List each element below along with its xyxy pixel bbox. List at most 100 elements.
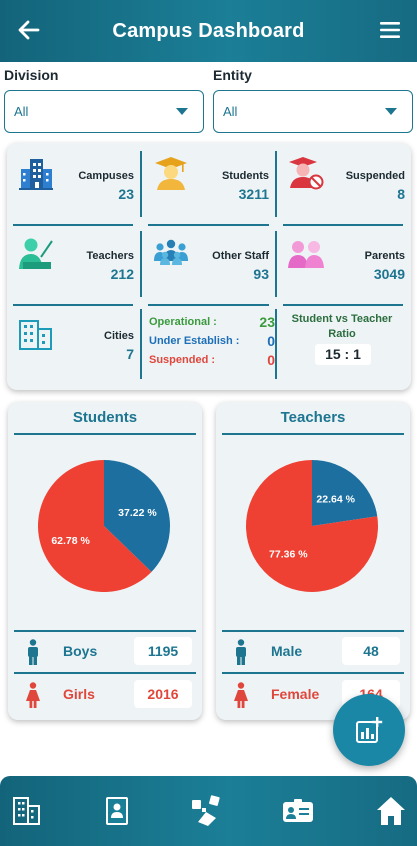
stat-other-staff: Other Staff 93: [142, 223, 275, 303]
girls-row: Girls 2016: [8, 674, 202, 714]
stat-cities: Cities 7: [7, 303, 140, 383]
status-suspended-value: 0: [267, 352, 275, 368]
teachers-value: 212: [110, 266, 134, 282]
divider: [275, 309, 277, 379]
other-staff-value: 93: [253, 266, 269, 282]
add-report-button[interactable]: [333, 694, 405, 766]
teachers-chart-card: Teachers 22.64 %77.36 % Male 48 Female 1…: [216, 402, 410, 720]
hamburger-menu-icon[interactable]: [377, 17, 403, 43]
divider: [148, 304, 269, 306]
boys-row: Boys 1195: [8, 631, 202, 671]
teachers-chart-title: Teachers: [280, 409, 346, 426]
entity-selected-value: All: [223, 104, 238, 119]
pie-label-boys: 37.22 %: [118, 507, 157, 519]
parents-icon: [288, 241, 324, 268]
ratio-value: 15 : 1: [315, 344, 371, 365]
female-label: Female: [271, 686, 320, 702]
status-under-establish: Under Establish : 0: [149, 333, 277, 349]
add-report-icon: [356, 717, 383, 743]
parents-label: Parents: [364, 250, 405, 262]
male-value: 48: [342, 637, 400, 665]
arrow-left-icon[interactable]: [16, 17, 42, 43]
building-icon: [19, 159, 53, 190]
bottom-navigation: [0, 776, 417, 846]
male-row: Male 48: [216, 631, 410, 671]
divider: [14, 630, 196, 632]
ratio-label: Student vs Teacher Ratio: [291, 313, 393, 340]
girls-value: 2016: [134, 680, 192, 708]
suspended-student-icon: [289, 157, 324, 190]
students-label: Students: [221, 170, 269, 182]
male-person-icon: [28, 639, 38, 665]
stat-campuses: Campuses 23: [7, 143, 140, 223]
stat-parents: Parents 3049: [277, 223, 411, 303]
id-card-icon[interactable]: [281, 794, 315, 828]
suspended-label: Suspended: [345, 170, 405, 182]
boys-value: 1195: [134, 637, 192, 665]
teachers-pie-chart: 22.64 % 77.36 %: [246, 460, 378, 592]
announcement-icon[interactable]: [190, 794, 224, 828]
stat-students: Students 3211: [142, 143, 275, 223]
campuses-label: Campuses: [78, 170, 134, 182]
students-chart-card: Students 37.22 % 62.78 % Boys 1195 Girls …: [8, 402, 202, 720]
students-pie-chart: 37.22 % 62.78 %: [38, 460, 171, 592]
operational-label: Operational :: [149, 316, 217, 328]
home-icon[interactable]: [374, 794, 408, 828]
divider: [140, 151, 142, 217]
boys-label: Boys: [63, 643, 98, 659]
entity-label: Entity: [213, 67, 252, 83]
students-value: 3211: [238, 186, 269, 202]
divider: [275, 151, 277, 217]
app-header: Campus Dashboard: [0, 0, 417, 62]
pie-label-male: 22.64 %: [316, 494, 355, 506]
pie-slice-female: [246, 460, 378, 592]
teachers-label: Teachers: [86, 250, 135, 262]
division-selected-value: All: [14, 104, 29, 119]
division-label: Division: [4, 67, 59, 83]
divider: [140, 231, 142, 297]
pie-label-girls: 62.78 %: [51, 535, 90, 547]
stat-suspended: Suspended 8: [277, 143, 411, 223]
divider: [283, 304, 403, 306]
suspended-value: 8: [397, 186, 405, 202]
status-suspended-label: Suspended :: [149, 354, 216, 366]
stat-teachers: Teachers 212: [7, 223, 140, 303]
teacher-icon: [19, 238, 53, 269]
divider: [14, 672, 196, 674]
male-label: Male: [271, 643, 303, 659]
divider: [275, 231, 277, 297]
status-operational: Operational : 23: [149, 314, 277, 330]
girls-label: Girls: [63, 686, 95, 702]
divider: [14, 433, 196, 435]
operational-value: 23: [259, 314, 275, 330]
female-person-icon: [26, 682, 40, 708]
divider: [222, 433, 404, 435]
student-id-book-icon[interactable]: [100, 794, 134, 828]
divider: [283, 224, 403, 226]
division-select[interactable]: All: [4, 90, 204, 133]
cities-label: Cities: [104, 330, 134, 342]
staff-group-icon: [154, 239, 188, 265]
entity-select[interactable]: All: [213, 90, 413, 133]
divider: [13, 304, 133, 306]
female-person-icon: [234, 682, 248, 708]
divider: [222, 630, 404, 632]
status-suspended: Suspended : 0: [149, 352, 277, 368]
cities-value: 7: [126, 346, 134, 362]
graduate-icon: [155, 157, 187, 190]
divider: [140, 309, 142, 379]
pie-slice-girls: [38, 460, 152, 592]
other-staff-label: Other Staff: [212, 250, 269, 262]
buildings-icon[interactable]: [10, 794, 44, 828]
divider: [148, 224, 269, 226]
chevron-down-icon: [176, 108, 188, 115]
stats-card: Campuses 23 Students 3211 Suspended 8: [7, 143, 411, 390]
divider: [222, 672, 404, 674]
page-title: Campus Dashboard: [112, 19, 305, 42]
city-icon: [19, 320, 52, 350]
pie-slice-male: [312, 460, 378, 526]
under-establish-value: 0: [267, 333, 275, 349]
parents-value: 3049: [373, 266, 405, 282]
students-chart-title: Students: [72, 409, 138, 426]
